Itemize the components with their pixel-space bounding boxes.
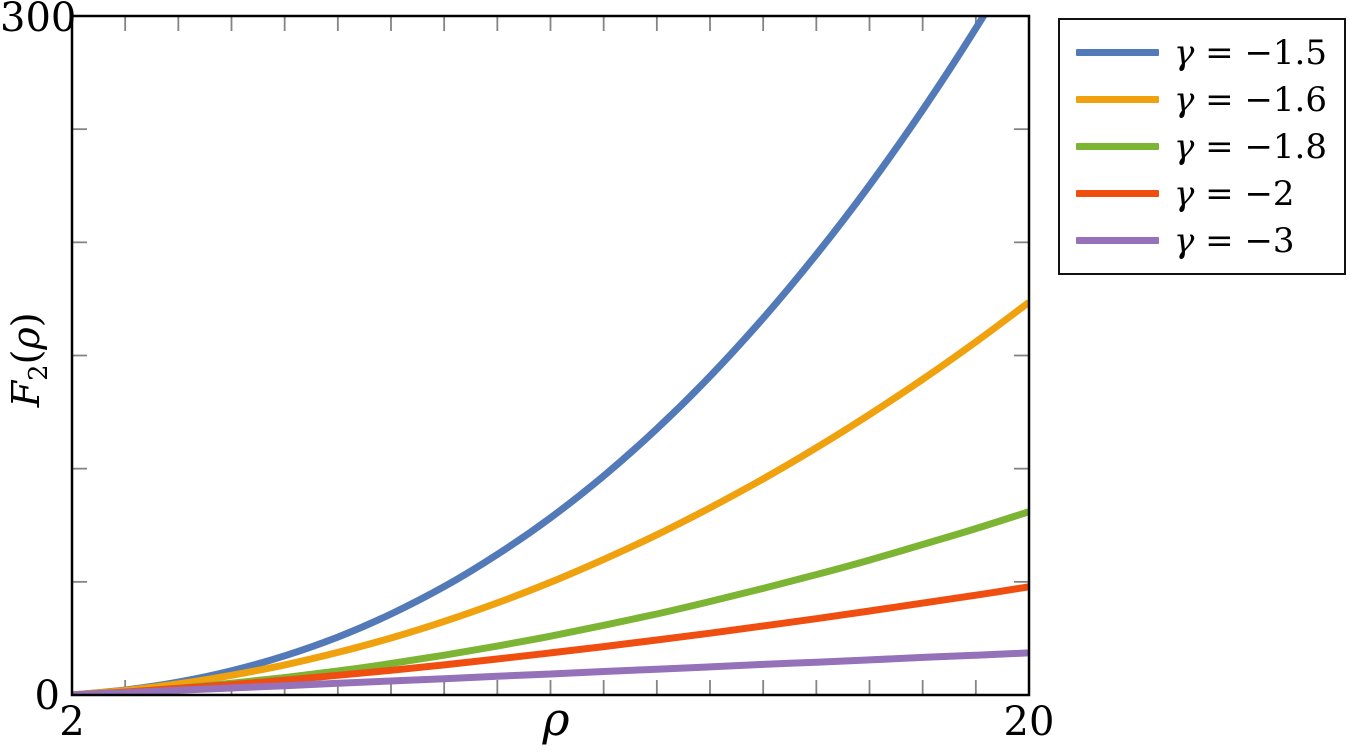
- x-axis-title: ρ: [542, 692, 570, 746]
- legend-swatch-line: [1076, 49, 1159, 56]
- curve-gamma--1.8: [72, 508, 1029, 695]
- y-axis-title-open-paren: (: [4, 349, 49, 365]
- legend-label: γ = −3: [1174, 224, 1295, 258]
- y-axis-title-symbol: F: [4, 380, 49, 408]
- legend-label-var: γ: [1174, 173, 1195, 214]
- y-axis-max-tick-label: 300: [0, 0, 77, 41]
- curves: [72, 16, 1029, 695]
- curve-gamma--1.6: [72, 299, 1029, 695]
- legend-label-value: −2: [1244, 173, 1295, 214]
- legend-item: γ = −1.5: [1060, 29, 1344, 76]
- legend-label-var: γ: [1174, 32, 1195, 73]
- curve-gamma--3: [72, 649, 1029, 695]
- plot-frame: [70, 14, 1031, 697]
- legend-label-eq: =: [1194, 79, 1245, 120]
- y-axis-title-close-paren: ): [4, 312, 49, 328]
- legend-swatch-line: [1076, 190, 1159, 197]
- legend-label-eq: =: [1194, 32, 1245, 73]
- legend-label-var: γ: [1174, 220, 1195, 261]
- legend-label-value: −3: [1244, 220, 1295, 261]
- y-axis-title-variable: ρ: [4, 327, 49, 350]
- legend-item: γ = −1.6: [1060, 76, 1344, 123]
- legend-swatch-line: [1076, 143, 1159, 150]
- tick-marks: [72, 16, 1029, 695]
- legend-swatch-line: [1076, 96, 1159, 103]
- curve-gamma--1.5: [72, 16, 988, 695]
- legend-label-eq: =: [1194, 173, 1245, 214]
- legend: γ = −1.5 γ = −1.6 γ = −1.8 γ = −2 γ = −3: [1058, 18, 1346, 275]
- legend-swatch-line: [1076, 237, 1159, 244]
- legend-item: γ = −1.8: [1060, 123, 1344, 170]
- y-axis-title-subscript: 2: [23, 364, 54, 381]
- legend-label: γ = −1.8: [1174, 130, 1327, 164]
- legend-label-value: −1.8: [1244, 126, 1327, 167]
- legend-item: γ = −3: [1060, 217, 1344, 264]
- legend-label-var: γ: [1174, 79, 1195, 120]
- legend-label: γ = −2: [1174, 177, 1295, 211]
- x-axis-max-tick-label: 20: [1003, 699, 1055, 745]
- legend-label: γ = −1.5: [1174, 36, 1327, 70]
- y-axis-min-tick-label: 0: [34, 673, 60, 719]
- legend-label-var: γ: [1174, 126, 1195, 167]
- legend-label: γ = −1.6: [1174, 83, 1327, 117]
- y-axis-title: F2(ρ): [4, 260, 54, 460]
- legend-label-eq: =: [1194, 126, 1245, 167]
- legend-item: γ = −2: [1060, 170, 1344, 217]
- legend-label-value: −1.6: [1244, 79, 1327, 120]
- legend-label-eq: =: [1194, 220, 1245, 261]
- legend-label-value: −1.5: [1244, 32, 1327, 73]
- x-axis-min-tick-label: 2: [59, 699, 85, 745]
